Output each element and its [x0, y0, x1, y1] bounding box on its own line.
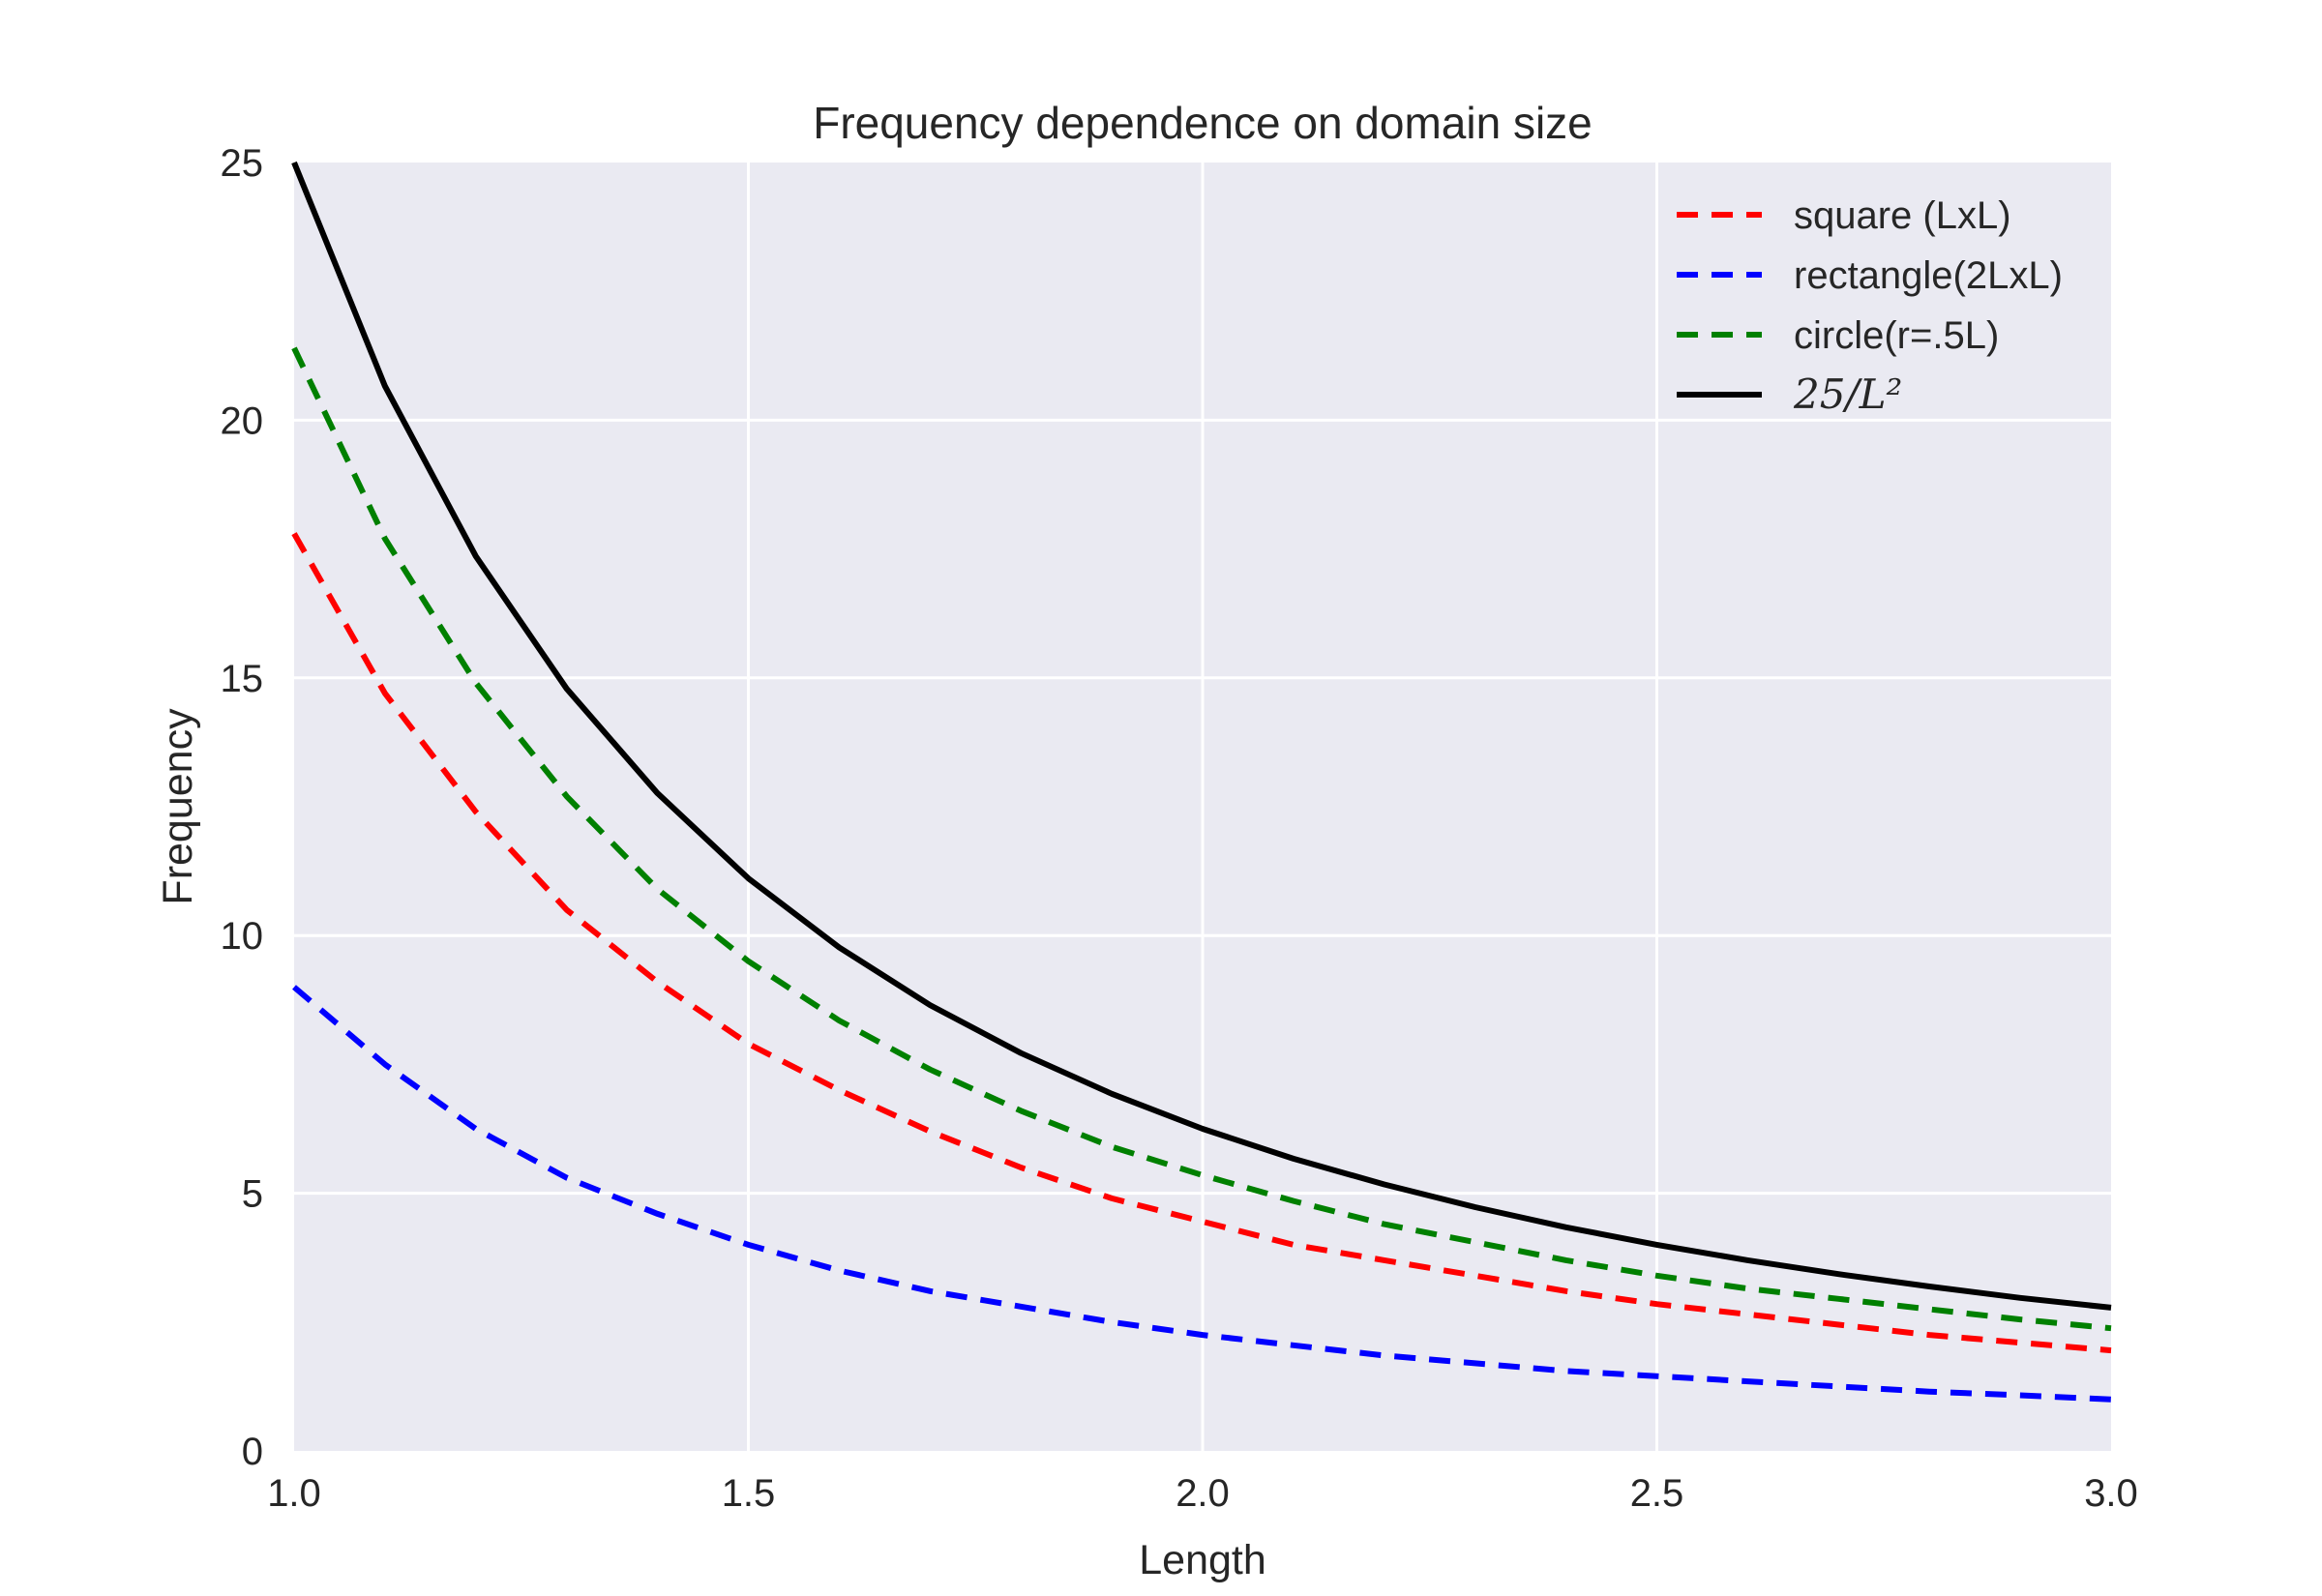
x-tick-label: 2.5 [1630, 1472, 1684, 1515]
x-tick-label: 1.0 [267, 1472, 321, 1515]
legend: square (LxL) rectangle(2LxL) circle(r=.5L)… [1677, 194, 2063, 418]
legend-label-2: circle(r=.5L) [1794, 314, 1999, 357]
series-line-3 [291, 161, 2112, 1311]
y-tick-label: 10 [221, 915, 264, 958]
x-tick-labels: 1.0 1.5 2.0 2.5 3.0 [267, 1472, 2138, 1515]
legend-label-0: square (LxL) [1794, 194, 2011, 237]
series-line-0 [291, 532, 2112, 1354]
y-tick-labels: 0 5 10 15 20 25 [221, 142, 264, 1473]
y-tick-label: 20 [221, 399, 264, 442]
y-tick-label: 25 [221, 142, 264, 185]
grid [294, 163, 2111, 1451]
legend-label-1: rectangle(2LxL) [1794, 254, 2063, 297]
legend-label-3: 25/L² [1793, 370, 1902, 418]
chart-title: Frequency dependence on domain size [813, 98, 1593, 148]
x-tick-label: 1.5 [722, 1472, 776, 1515]
y-tick-label: 5 [242, 1173, 263, 1216]
y-axis-label: Frequency [155, 708, 201, 905]
series-line-2 [291, 346, 2112, 1332]
y-tick-label: 15 [221, 658, 264, 700]
series-line-1 [292, 985, 2112, 1403]
series-lines [291, 161, 2112, 1403]
x-axis-label: Length [1139, 1537, 1266, 1583]
x-tick-label: 3.0 [2084, 1472, 2138, 1515]
y-tick-label: 0 [242, 1431, 263, 1473]
x-tick-label: 2.0 [1176, 1472, 1230, 1515]
